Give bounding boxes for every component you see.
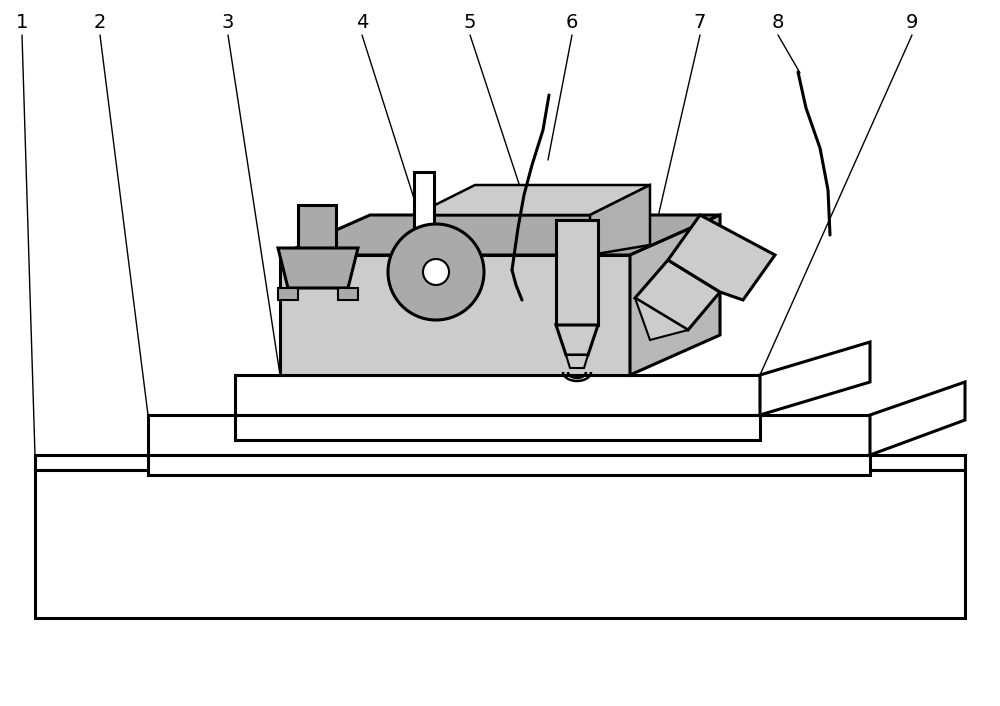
- Polygon shape: [338, 288, 358, 300]
- Polygon shape: [298, 205, 336, 248]
- Text: 7: 7: [694, 13, 706, 32]
- Text: 1: 1: [16, 13, 28, 32]
- Text: 6: 6: [566, 13, 578, 32]
- Polygon shape: [235, 375, 760, 415]
- Polygon shape: [556, 325, 598, 355]
- Polygon shape: [35, 455, 965, 470]
- Polygon shape: [556, 220, 598, 325]
- Polygon shape: [414, 172, 434, 230]
- Polygon shape: [148, 415, 870, 455]
- Polygon shape: [635, 260, 720, 330]
- Polygon shape: [35, 470, 965, 618]
- Polygon shape: [590, 185, 650, 255]
- Polygon shape: [630, 215, 720, 375]
- Polygon shape: [278, 248, 358, 288]
- Text: 5: 5: [464, 13, 476, 32]
- Polygon shape: [280, 215, 720, 255]
- Polygon shape: [760, 342, 870, 415]
- Circle shape: [423, 259, 449, 285]
- Polygon shape: [415, 185, 650, 215]
- Text: 2: 2: [94, 13, 106, 32]
- Polygon shape: [635, 298, 688, 340]
- Polygon shape: [148, 455, 870, 475]
- Polygon shape: [870, 382, 965, 455]
- Text: 9: 9: [906, 13, 918, 32]
- Polygon shape: [235, 415, 760, 440]
- Polygon shape: [668, 215, 775, 300]
- Polygon shape: [278, 288, 298, 300]
- Text: 4: 4: [356, 13, 368, 32]
- Polygon shape: [566, 355, 588, 368]
- Text: 3: 3: [222, 13, 234, 32]
- Text: 8: 8: [772, 13, 784, 32]
- Circle shape: [388, 224, 484, 320]
- Polygon shape: [280, 255, 630, 375]
